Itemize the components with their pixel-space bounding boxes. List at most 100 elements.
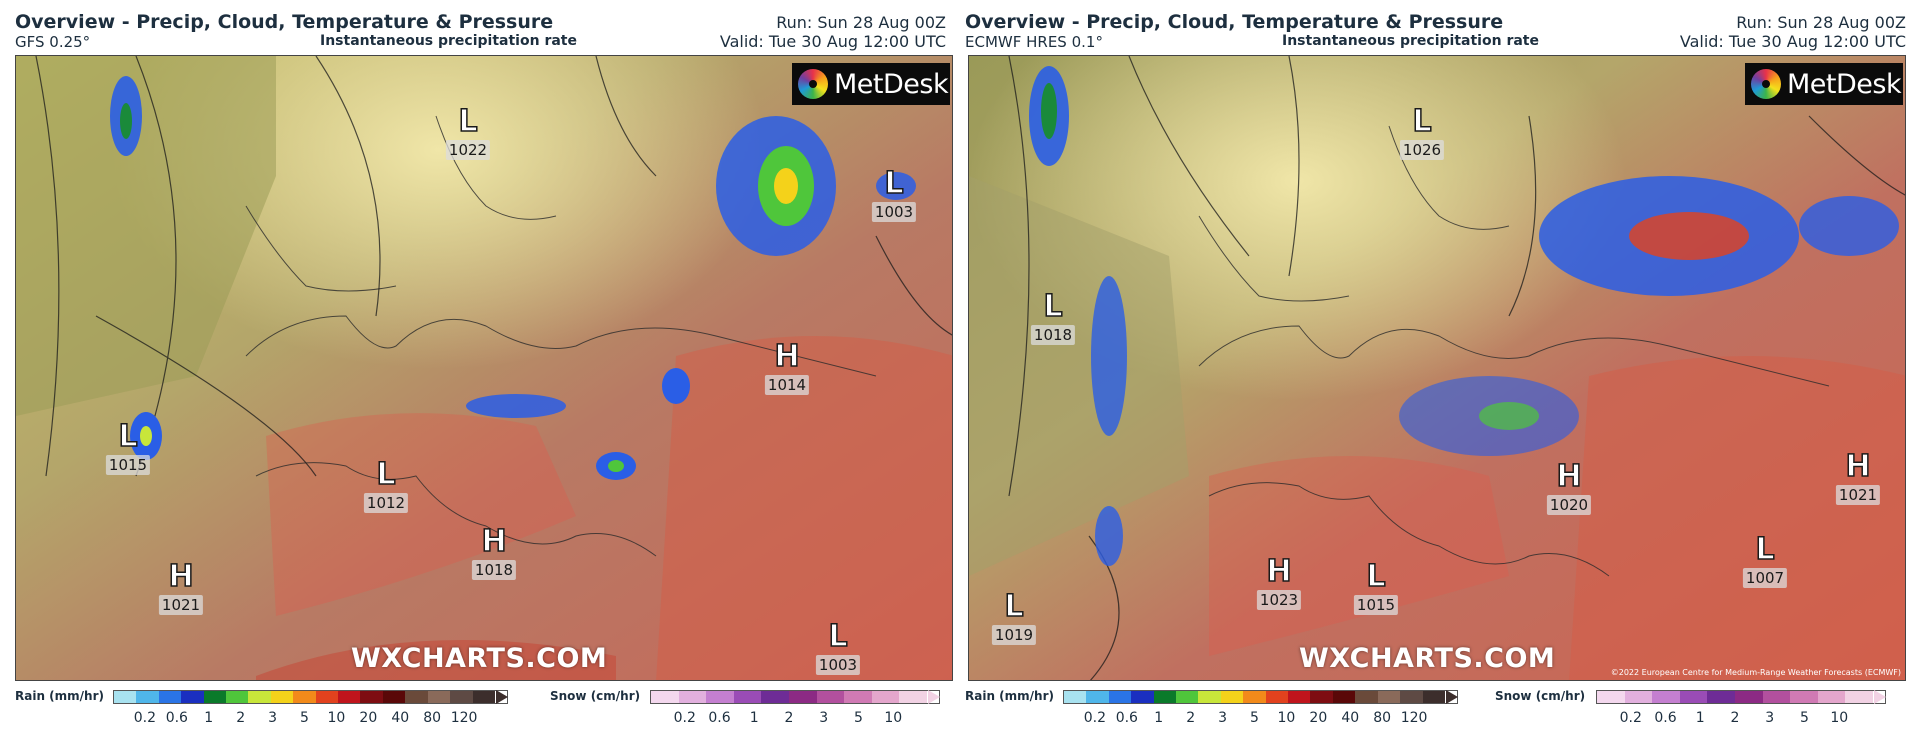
colorbar-swatch — [706, 691, 734, 703]
colorbar-tick-label: 0.2 — [673, 710, 696, 726]
pressure-center: L 1018 — [1030, 290, 1076, 345]
colorbar-swatch — [203, 691, 227, 703]
colorbar-tick-label: 80 — [423, 710, 442, 726]
colorbar-tick-label: 1 — [204, 710, 214, 726]
colorbar-tick-label: 0.6 — [1654, 710, 1677, 726]
pressure-center: H 1021 — [1835, 450, 1881, 505]
rain-legend-label: Rain (mm/hr) — [15, 689, 104, 703]
parameter-label: Instantaneous precipitation rate — [320, 33, 577, 49]
colorbar-swatch — [1332, 691, 1356, 703]
colorbar-swatch — [1064, 691, 1087, 703]
colorbar-swatch — [1153, 691, 1177, 703]
colorbar-tick-label: 3 — [1218, 710, 1228, 726]
pressure-center: H 1014 — [764, 340, 810, 395]
colorbar-swatch — [871, 691, 900, 703]
colorbar-swatch — [472, 691, 495, 703]
colorbar-swatch — [1288, 691, 1311, 703]
colorbar-swatch — [360, 691, 383, 703]
precip-cells — [110, 76, 916, 480]
colorbar-swatch — [651, 691, 679, 703]
wxcharts-watermark: WXCHARTS.COM — [351, 643, 608, 674]
metdesk-logo: MetDesk — [1745, 63, 1903, 105]
colorbar-swatch — [226, 691, 249, 703]
metdesk-logo-icon — [798, 69, 828, 99]
east-heat — [656, 336, 952, 680]
ecmwf-panel: Overview - Precip, Cloud, Temperature & … — [960, 0, 1906, 742]
colorbar-swatch — [1086, 691, 1109, 703]
colorbar-tick-label: 0.6 — [165, 710, 188, 726]
isobars — [35, 56, 952, 477]
ecmwf-copyright: ©2022 European Centre for Medium-Range W… — [1610, 668, 1901, 677]
colorbar-tick-label: 120 — [1400, 710, 1428, 726]
colorbar-arrow — [1874, 690, 1886, 704]
pressure-center: H 1021 — [158, 560, 204, 615]
east-heat — [1569, 356, 1905, 680]
metdesk-logo-icon — [1751, 69, 1781, 99]
colorbar-tick-label: 0.2 — [1083, 710, 1107, 726]
rain-legend-label: Rain (mm/hr) — [965, 689, 1054, 703]
pressure-center: H 1018 — [471, 525, 517, 580]
pressure-center: L 1015 — [105, 420, 151, 475]
colorbar-tick-label: 1 — [1154, 710, 1164, 726]
legend: Rain (mm/hr) 0.2 0.6 1 2 3 5 10 20 40 80 120 Snow … — [960, 688, 1906, 738]
colorbar-tick-label: 0.6 — [708, 710, 731, 726]
colorbar-tick-label: 40 — [1341, 710, 1360, 726]
colorbar-tick-label: 2 — [236, 710, 246, 726]
run-time: Run: Sun 28 Aug 00Z — [1736, 13, 1906, 32]
colorbar-swatch — [733, 691, 762, 703]
pressure-center: L 1012 — [363, 458, 409, 513]
colorbar-arrow — [1446, 690, 1458, 704]
colorbar-swatch — [1220, 691, 1244, 703]
chart-title: Overview - Precip, Cloud, Temperature & … — [15, 11, 554, 33]
colorbar-tick-label: 5 — [854, 710, 863, 726]
rain-colorbar — [1063, 690, 1458, 704]
snow-legend-label: Snow (cm/hr) — [550, 689, 641, 703]
colorbar-swatch — [427, 691, 451, 703]
colorbar-tick-label: 40 — [391, 710, 410, 726]
colorbar-tick-label: 3 — [268, 710, 278, 726]
colorbar-tick-label: 3 — [819, 710, 829, 726]
colorbar-swatch — [1400, 691, 1423, 703]
model-label: ECMWF HRES 0.1° — [965, 33, 1103, 51]
run-time: Run: Sun 28 Aug 00Z — [776, 13, 946, 32]
colorbar-arrow — [496, 690, 508, 704]
pressure-center: H 1020 — [1546, 460, 1592, 515]
colorbar-tick-label: 80 — [1373, 710, 1392, 726]
colorbar-swatch — [1652, 691, 1680, 703]
colorbar-tick-label: 5 — [1800, 710, 1809, 726]
colorbar-swatch — [1131, 691, 1154, 703]
colorbar-tick-label: 3 — [1765, 710, 1775, 726]
colorbar-swatch — [1310, 691, 1333, 703]
colorbar-tick-label: 10 — [1830, 710, 1849, 726]
snow-colorbar — [650, 690, 940, 704]
colorbar-swatch — [382, 691, 406, 703]
colorbar-swatch — [1597, 691, 1625, 703]
colorbar-tick-label: 120 — [450, 710, 478, 726]
pressure-center: L 1007 — [1742, 533, 1788, 588]
colorbar-tick-label: 2 — [1730, 710, 1740, 726]
colorbar-swatch — [1734, 691, 1763, 703]
chart-title: Overview - Precip, Cloud, Temperature & … — [965, 11, 1504, 33]
atlantic-cloud — [969, 176, 1189, 576]
colorbar-swatch — [270, 691, 294, 703]
colorbar-swatch — [338, 691, 361, 703]
snow-colorbar — [1596, 690, 1886, 704]
colorbar-swatch — [1707, 691, 1735, 703]
colorbar-swatch — [1176, 691, 1199, 703]
colorbar-tick-label: 20 — [359, 710, 378, 726]
weather-map[interactable]: MetDesk L 1026 L 1018 H 1020 H 1021 H 10… — [968, 55, 1906, 681]
colorbar-tick-label: 5 — [300, 710, 309, 726]
colorbar-swatch — [1355, 691, 1378, 703]
colorbar-arrow — [928, 690, 940, 704]
colorbar-swatch — [1265, 691, 1289, 703]
colorbar-tick-label: 2 — [784, 710, 794, 726]
map-canvas — [16, 56, 952, 680]
metdesk-logo: MetDesk — [792, 63, 950, 105]
parameter-label: Instantaneous precipitation rate — [1282, 33, 1539, 49]
colorbar-swatch — [1817, 691, 1846, 703]
colorbar-swatch — [450, 691, 473, 703]
weather-map[interactable]: MetDesk L 1022 L 1003 H 1014 L 1015 L 10… — [15, 55, 953, 681]
colorbar-swatch — [788, 691, 817, 703]
colorbar-swatch — [181, 691, 204, 703]
colorbar-swatch — [844, 691, 872, 703]
